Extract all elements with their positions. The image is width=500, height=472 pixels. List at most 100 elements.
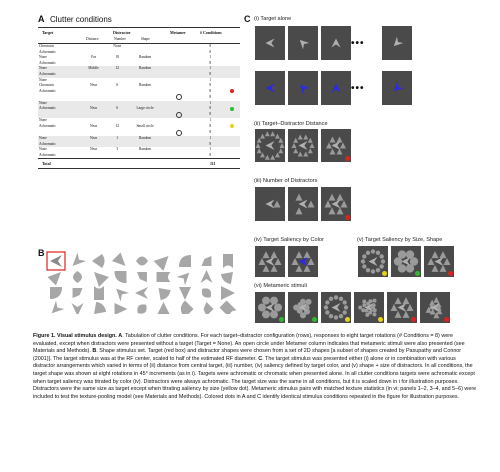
cell-text: 1 xyxy=(209,147,212,152)
distractor-shape xyxy=(72,252,86,266)
distractor-shape xyxy=(220,272,233,285)
cell-text: Chromatic xyxy=(39,44,55,48)
cell-metamer xyxy=(160,135,197,142)
distractor-shape xyxy=(256,148,262,154)
panel-c-letter: C xyxy=(244,14,251,24)
target-shape xyxy=(364,303,374,312)
cell-distance: Near xyxy=(81,135,106,142)
total-value: 111 xyxy=(210,161,216,167)
cell-number xyxy=(105,100,130,107)
stimulus-image xyxy=(360,249,386,274)
distractor-shape xyxy=(358,305,363,310)
distractor-shape xyxy=(405,250,415,259)
clutter-table-body: Chromatic None 8 Achromatic 8 None Far 18 Random… xyxy=(38,44,240,158)
stimulus-image xyxy=(331,83,341,93)
table-row: Achromatic 8 xyxy=(38,141,240,148)
distractor-shape xyxy=(73,271,82,283)
distractor-shape xyxy=(372,312,377,317)
cell-text: Random xyxy=(138,135,152,140)
cell-text: None xyxy=(39,118,47,123)
cell-metamer xyxy=(160,100,197,107)
distractor-shape xyxy=(328,193,336,201)
distractor-shape xyxy=(379,264,384,269)
target-shape xyxy=(299,39,310,50)
caption-c-text: . The target stimulus was presented eith… xyxy=(33,355,477,400)
cell-metamer xyxy=(160,141,197,148)
distractor-shape xyxy=(223,254,233,268)
distractor-shape xyxy=(325,310,330,315)
distractor-shape xyxy=(336,136,343,143)
target-shape xyxy=(331,199,341,209)
cell-text: Near xyxy=(90,83,97,88)
subheader-distance: Distance xyxy=(86,37,99,41)
cell-text: 8 xyxy=(209,88,212,93)
cell-text: None xyxy=(39,135,47,140)
distractor-shape xyxy=(262,310,270,319)
cell-target: Chromatic xyxy=(38,83,82,89)
distractor-shape xyxy=(340,142,346,149)
distractor-shape xyxy=(274,152,280,158)
stimulus-thumbnail xyxy=(255,246,285,277)
stimulus-image xyxy=(299,84,310,95)
ellipsis-row1: ••• xyxy=(351,38,365,49)
cell-number: 6 xyxy=(105,83,129,89)
distractor-shape xyxy=(325,300,330,305)
distractor-shape xyxy=(342,300,347,305)
stimulus-image xyxy=(331,38,341,48)
table-row: Achromatic Near 12 Small circle 8 xyxy=(38,124,240,130)
stimulus-thumbnail xyxy=(321,71,351,105)
table-row: 8 xyxy=(38,129,240,136)
cell-cond: 8 xyxy=(197,130,225,136)
cell-dot xyxy=(224,135,240,142)
cell-text: None xyxy=(39,55,47,60)
stimulus-thumbnail xyxy=(321,292,351,323)
cell-distance: Middle xyxy=(81,66,106,72)
stimulus-image xyxy=(358,298,377,317)
caption-figure-label: Figure 1. Visual stimulus design. xyxy=(33,333,117,339)
cell-number: 6 xyxy=(105,106,130,112)
cell-number: None xyxy=(105,44,129,50)
distractor-shape xyxy=(72,288,83,298)
cell-cond: 1 xyxy=(197,55,225,61)
table-row: Achromatic 8 xyxy=(38,153,240,159)
yellow-dot-icon xyxy=(378,317,383,322)
stimulus-thumbnail xyxy=(321,26,351,60)
distractor-shape xyxy=(295,264,303,272)
table-row: None Middle 12 Random 1 xyxy=(38,66,240,72)
distractor-shape xyxy=(279,143,285,148)
cell-distance: Near xyxy=(82,83,106,89)
cell-text: 8 xyxy=(209,44,212,48)
cell-target: None xyxy=(38,135,82,142)
stimulus-thumbnail xyxy=(288,129,318,162)
distractor-shape xyxy=(137,304,147,314)
table-row: Achromatic 8 xyxy=(38,50,240,56)
distractor-shape xyxy=(270,310,278,319)
distractor-shape xyxy=(309,143,315,148)
stimulus-thumbnail xyxy=(288,26,318,60)
stimulus-thumbnail xyxy=(382,26,412,60)
distractor-shape xyxy=(443,258,451,265)
cell-text: Chromatic xyxy=(39,83,55,88)
cell-target: Achromatic xyxy=(38,61,82,67)
distractor-shape xyxy=(323,305,329,310)
distractor-shape xyxy=(328,313,334,319)
cell-text: 1 xyxy=(209,66,212,71)
distractor-shape xyxy=(329,148,336,155)
distractor-shape xyxy=(264,131,270,137)
distractor-shape xyxy=(274,258,282,265)
cell-target: None xyxy=(38,100,82,107)
cell-target: Achromatic xyxy=(38,153,82,159)
cell-text: 8 xyxy=(209,106,212,111)
cell-text: 1 xyxy=(116,135,119,140)
cell-cond: 1 xyxy=(197,78,225,84)
cell-text: Achromatic xyxy=(39,141,56,146)
stimulus-image xyxy=(293,298,312,319)
distractor-shape xyxy=(112,252,126,266)
header-metamer: Metamer xyxy=(170,30,186,35)
panel-a-letter: A xyxy=(38,14,45,24)
cell-target: Achromatic xyxy=(38,50,82,56)
distractor-shape xyxy=(362,254,367,259)
distractor-shape xyxy=(429,299,436,306)
distractor-shape xyxy=(295,207,303,215)
cell-text: 8 xyxy=(209,60,212,65)
